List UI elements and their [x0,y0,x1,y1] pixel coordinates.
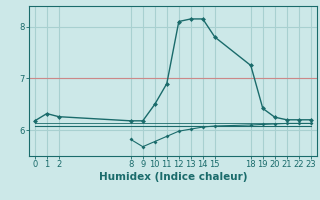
X-axis label: Humidex (Indice chaleur): Humidex (Indice chaleur) [99,172,247,182]
